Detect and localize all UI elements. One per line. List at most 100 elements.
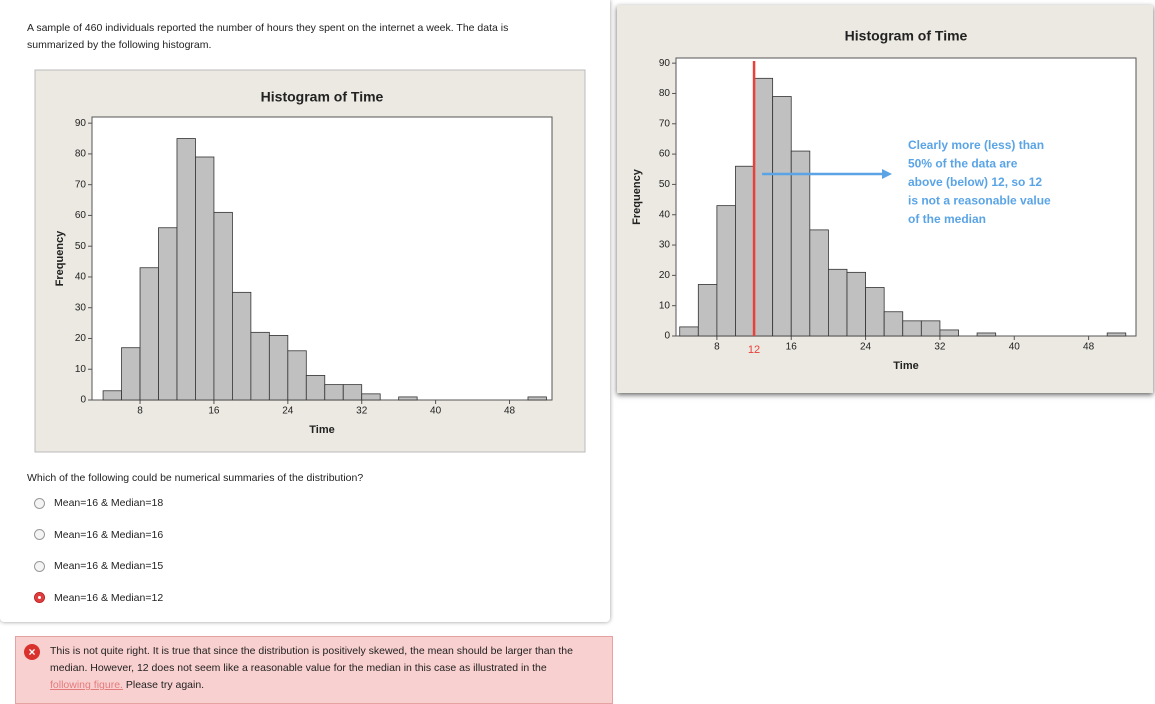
y-tick-label: 90 (659, 58, 671, 69)
y-tick-label: 10 (75, 364, 87, 375)
bar (527, 396, 547, 401)
annotation: of the median (908, 212, 986, 226)
bar (121, 347, 141, 401)
bar (716, 205, 736, 337)
annotation: Clearly more (less) than (908, 138, 1044, 152)
bar (939, 329, 959, 337)
bar (809, 229, 829, 337)
y-tick-label: 0 (80, 395, 86, 406)
bar (883, 311, 904, 337)
bar (305, 374, 326, 401)
y-tick-label: 30 (659, 240, 671, 251)
option-label: Mean=16 & Median=18 (54, 497, 164, 509)
x-tick-label: 48 (1083, 342, 1095, 353)
figure-popup: Histogram of Time Time Frequency 0 10 20 30 40 5… (617, 5, 1153, 393)
question-intro: A sample of 460 individuals reported the… (27, 22, 509, 51)
bar (176, 138, 196, 401)
bar (679, 326, 699, 337)
bar (846, 271, 866, 337)
bar (213, 211, 233, 401)
y-tick-label: 90 (75, 118, 87, 129)
bar (735, 165, 755, 337)
option[interactable]: Mean=16 & Median=12 (34, 592, 163, 604)
radio[interactable] (34, 560, 45, 572)
radio[interactable] (34, 497, 45, 509)
x-tick-label: 16 (208, 406, 220, 417)
bar (976, 332, 997, 337)
radio[interactable] (34, 592, 45, 603)
bar (287, 350, 307, 401)
y-tick-label: 20 (75, 333, 87, 344)
question-prompt: Which of the following could be numerica… (27, 472, 364, 484)
bar (195, 156, 215, 401)
y-tick-label: 30 (75, 302, 87, 313)
bar (697, 284, 718, 337)
option-label: Mean=16 & Median=16 (54, 528, 164, 541)
option[interactable]: Mean=16 & Median=15 (34, 560, 163, 572)
option[interactable]: Mean=16 & Median=18 (34, 497, 163, 509)
x-tick-label: 32 (934, 342, 946, 353)
y-tick-label: 40 (659, 209, 671, 220)
y-tick-label: 70 (75, 179, 87, 190)
x-tick-label: 8 (714, 342, 720, 353)
y-tick-label: 70 (659, 118, 671, 129)
y-axis-label: Frequency (631, 168, 643, 225)
bar (361, 393, 381, 401)
bar (902, 320, 922, 337)
x-tick-label: 8 (137, 406, 143, 417)
bar (920, 320, 941, 337)
x-axis-label: Time (893, 360, 918, 372)
question-panel: A sample of 460 individuals reported the… (0, 0, 610, 622)
bar (753, 77, 774, 337)
bar (102, 390, 122, 401)
radio[interactable] (34, 529, 45, 540)
y-tick-label: 40 (75, 272, 87, 283)
x-tick-label: 32 (356, 406, 368, 417)
bar (790, 150, 811, 337)
y-tick-label: 80 (75, 149, 87, 160)
marker-label: 12 (748, 344, 760, 356)
annotation: is not a reasonable value (908, 194, 1051, 208)
x-tick-label: 40 (430, 406, 442, 417)
error-icon: × (24, 644, 40, 660)
bar (865, 287, 885, 337)
feedback-before: This is not quite right. It is true that… (50, 645, 573, 674)
option-label: Mean=16 & Median=12 (54, 591, 164, 604)
option-label: Mean=16 & Median=15 (54, 560, 164, 572)
feedback-link[interactable]: following figure. (50, 679, 123, 691)
annotation: above (below) 12, so 12 (908, 175, 1042, 189)
bar (232, 291, 252, 401)
bar (158, 227, 178, 401)
arrow-head (882, 169, 892, 179)
x-tick-label: 24 (860, 342, 872, 353)
histogram-left: Histogram of Time Time Frequency 0 10 20 30 40 5… (34, 69, 586, 453)
bar (324, 384, 344, 401)
annotation: 50% of the data are (908, 157, 1018, 171)
chart-title: Histogram of Time (261, 89, 384, 105)
y-axis-label: Frequency (54, 230, 66, 287)
x-tick-label: 24 (282, 406, 294, 417)
feedback-after: Please try again. (122, 679, 205, 691)
y-tick-label: 0 (664, 331, 670, 342)
bar (1106, 332, 1127, 337)
y-tick-label: 60 (75, 210, 87, 221)
bar (398, 396, 418, 401)
y-tick-label: 50 (75, 241, 87, 252)
y-tick-label: 50 (659, 179, 671, 190)
bar (268, 335, 289, 401)
x-tick-label: 16 (786, 342, 798, 353)
y-tick-label: 80 (659, 88, 671, 99)
y-tick-label: 10 (659, 300, 671, 311)
bar (772, 96, 792, 337)
feedback-text: This is not quite right. It is true that… (50, 643, 590, 694)
chart-title: Histogram of Time (845, 28, 968, 44)
feedback: × This is not quite right. It is true th… (15, 636, 613, 704)
x-axis-label: Time (309, 424, 334, 436)
bar (342, 384, 363, 401)
bar (250, 331, 270, 401)
histogram-right: Histogram of Time Time Frequency 0 10 20 30 40 5… (631, 28, 1137, 372)
bar (828, 268, 848, 337)
option[interactable]: Mean=16 & Median=16 (34, 529, 163, 541)
x-tick-label: 40 (1009, 342, 1021, 353)
